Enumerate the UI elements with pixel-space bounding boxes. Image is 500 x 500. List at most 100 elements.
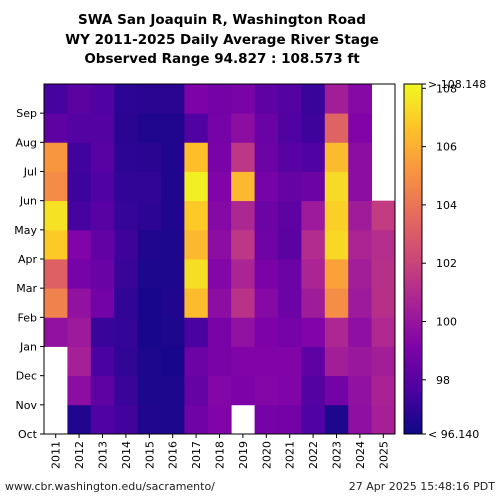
title-line-3: Observed Range 94.827 : 108.573 ft [84, 51, 360, 67]
colorbar-tick-label: 106 [436, 141, 457, 154]
heatmap-cell [207, 229, 232, 260]
heatmap-cell [207, 113, 232, 143]
heatmap-cell [301, 84, 326, 114]
heatmap-cell [278, 404, 302, 435]
heatmap-cell [137, 259, 162, 289]
heatmap-cell [348, 375, 372, 406]
heatmap-cell [137, 142, 162, 172]
heatmap-cell [301, 259, 326, 289]
heatmap-cell [278, 142, 302, 172]
heatmap-cell [67, 84, 92, 114]
y-tick-label: Jul [23, 166, 37, 179]
y-tick-label: May [14, 224, 37, 237]
heatmap-cell [161, 84, 185, 114]
heatmap-cell [278, 288, 302, 318]
heatmap-cell [137, 346, 162, 377]
heatmap-cell [207, 375, 232, 406]
heatmap-cell [348, 259, 372, 289]
heatmap-cell [207, 317, 232, 347]
heatmap-cell [231, 142, 255, 172]
heatmap-cell [301, 404, 326, 435]
heatmap-cell [231, 229, 255, 260]
heatmap-cell [324, 84, 349, 114]
heatmap-cell [278, 259, 302, 289]
heatmap-cell [161, 142, 185, 172]
x-tick-label: 2019 [237, 441, 250, 469]
colorbar-gradient [403, 83, 423, 435]
heatmap-cell [90, 259, 115, 289]
heatmap-cell [114, 317, 138, 347]
heatmap-cell [114, 288, 138, 318]
heatmap-cell [207, 288, 232, 318]
footer-source-link[interactable]: www.cbr.washington.edu/sacramento/ [5, 480, 215, 493]
heatmap-cell [231, 200, 255, 231]
heatmap-cell [207, 142, 232, 172]
heatmap-cell [67, 317, 92, 347]
heatmap-cell [324, 171, 349, 202]
heatmap-cell [44, 229, 68, 260]
heatmap-cell [184, 288, 209, 318]
y-tick-label: Mar [16, 282, 37, 295]
heatmap-cell [161, 375, 185, 406]
heatmap-cell [161, 229, 185, 260]
heatmap-cell [184, 375, 209, 406]
heatmap-cell [137, 113, 162, 143]
heatmap-cell [90, 229, 115, 260]
x-tick-label: 2023 [331, 441, 344, 469]
heatmap-cell [348, 84, 372, 114]
heatmap-cell [161, 259, 185, 289]
heatmap-cell [254, 259, 279, 289]
heatmap-cell [90, 171, 115, 202]
heatmap-cell [231, 113, 255, 143]
heatmap-cell [371, 346, 396, 377]
heatmap-cell [90, 404, 115, 435]
heatmap-cell [44, 200, 68, 231]
heatmap-cell [207, 200, 232, 231]
heatmap-cell [254, 229, 279, 260]
heatmap-cell [114, 113, 138, 143]
heatmap-cell [207, 171, 232, 202]
heatmap-cell [371, 259, 396, 289]
y-tick-label: Sep [16, 107, 37, 120]
heatmap-cell [324, 113, 349, 143]
heatmap-cell [90, 288, 115, 318]
heatmap-cell [67, 288, 92, 318]
heatmap-cell [324, 317, 349, 347]
heatmap-cell [371, 200, 396, 231]
heatmap-cell [114, 404, 138, 435]
heatmap-cell [301, 229, 326, 260]
heatmap-cell [161, 113, 185, 143]
heatmap-cell [184, 259, 209, 289]
heatmap-cell [254, 404, 279, 435]
heatmap-cell [231, 288, 255, 318]
heatmap-cell [301, 200, 326, 231]
heatmap-cell [90, 346, 115, 377]
footer-timestamp: 27 Apr 2025 15:48:16 PDT [349, 480, 496, 493]
y-tick-label: Dec [16, 370, 37, 383]
heatmap-cell [161, 288, 185, 318]
heatmap-cell [254, 346, 279, 377]
y-axis: Oct Nov Dec Jan Feb Mar Apr May Jun Jul Aug Sep [14, 107, 44, 441]
heatmap-cell [114, 84, 138, 114]
heatmap-cell [184, 84, 209, 114]
heatmap-cell [348, 404, 372, 435]
heatmap-cell [254, 171, 279, 202]
heatmap-cell [44, 142, 68, 172]
heatmap-cell [67, 229, 92, 260]
heatmap-cell [231, 317, 255, 347]
heatmap-cell [348, 171, 372, 202]
heatmap-cell [67, 142, 92, 172]
heatmap-cell [137, 84, 162, 114]
heatmap-cell [371, 404, 396, 435]
y-tick-label: Jun [19, 195, 37, 208]
heatmap-cell [44, 171, 68, 202]
colorbar-tick-label: 108 [436, 82, 457, 95]
x-tick-label: 2016 [167, 441, 180, 469]
heatmap-cell [278, 113, 302, 143]
heatmap-cells [44, 84, 396, 435]
heatmap-cell [67, 404, 92, 435]
heatmap-cell [254, 317, 279, 347]
x-tick-label: 2012 [73, 441, 86, 469]
y-tick-label: Feb [18, 311, 37, 324]
heatmap-cell [348, 200, 372, 231]
